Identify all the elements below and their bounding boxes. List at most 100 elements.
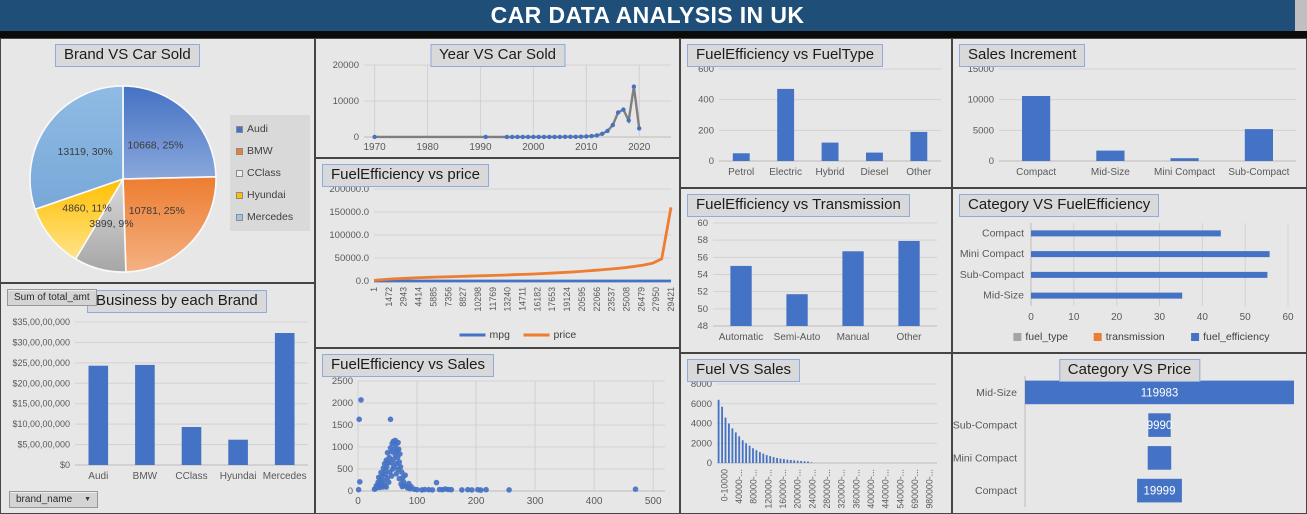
- svg-text:23537: 23537: [607, 287, 617, 312]
- svg-text:2010: 2010: [575, 142, 598, 153]
- svg-text:Petrol: Petrol: [728, 167, 754, 178]
- svg-text:3899, 9%: 3899, 9%: [89, 218, 133, 230]
- category-fe-hbar-chart: 0 10 20 30 40 50 60 Compact Mini Compact Sub-Comp…: [953, 215, 1307, 352]
- svg-text:6000: 6000: [691, 399, 712, 410]
- svg-text:price: price: [554, 329, 577, 341]
- chart-title-business-by-brand: Business by each Brand: [87, 290, 267, 313]
- svg-text:19999: 19999: [1144, 486, 1176, 498]
- svg-text:1990: 1990: [469, 142, 492, 153]
- svg-text:Mercedes: Mercedes: [263, 471, 307, 482]
- year-line-chart: 0 10000 20000 1970 1980 1990 2000 2010 2020: [316, 57, 681, 157]
- svg-text:119983: 119983: [1141, 387, 1179, 399]
- brand-pie-chart: 10668, 25% 10781, 25% 3899, 9% 4860, 11% 131…: [1, 39, 316, 284]
- panel-sales-increment: Sales Increment 0 5000 10000 15000 Compact Mi…: [952, 38, 1307, 188]
- svg-text:Compact: Compact: [975, 485, 1017, 497]
- svg-text:2020: 2020: [628, 142, 651, 153]
- svg-text:0-10000: 0-10000: [719, 469, 729, 501]
- svg-text:2500: 2500: [332, 376, 353, 387]
- transmission-bar-chart: 48 50 52 54 56 58 60 Automatic Semi-Auto Manual Ot…: [681, 217, 953, 352]
- svg-text:1970: 1970: [363, 142, 386, 153]
- legend-swatch-icon: [236, 213, 243, 221]
- svg-text:1000: 1000: [332, 442, 353, 453]
- svg-text:8000: 8000: [691, 379, 712, 390]
- svg-text:Mini Compact: Mini Compact: [960, 248, 1024, 260]
- increment-bar-chart: 0 5000 10000 15000 Compact Mid-Size Mini Compa…: [953, 63, 1307, 187]
- svg-text:13119, 30%: 13119, 30%: [58, 146, 113, 158]
- chart-title-category-vs-price: Category VS Price: [1058, 359, 1201, 382]
- svg-text:27950: 27950: [651, 287, 661, 312]
- chart-title-fuelefficiency-vs-sales: FuelEfficiency vs Sales: [322, 354, 494, 377]
- business-bar-chart: $0 $5,00,00,000 $10,00,00,000 $15,00,00,000…: [1, 308, 316, 493]
- svg-text:15000: 15000: [968, 64, 994, 75]
- svg-text:Other: Other: [906, 167, 932, 178]
- chart-title-fuelefficiency-vs-fueltype: FuelEfficiency vs FuelType: [687, 44, 884, 67]
- svg-text:14711: 14711: [518, 287, 528, 311]
- legend-swatch-icon: [236, 191, 243, 199]
- chart-title-brand-vs-car-sold: Brand VS Car Sold: [55, 44, 200, 67]
- chart-title-fuelefficiency-vs-transmission: FuelEfficiency vs Transmission: [687, 194, 910, 217]
- category-price-funnel-chart: Mid-Size 119983 Sub-Compact 9990 Mini Compac…: [953, 374, 1307, 513]
- legend-label: CClass: [247, 167, 281, 179]
- svg-text:540000-...: 540000-...: [895, 469, 905, 509]
- svg-text:200000.0: 200000.0: [329, 184, 369, 195]
- svg-text:1500: 1500: [332, 420, 353, 431]
- svg-text:7356: 7356: [443, 287, 453, 307]
- svg-text:10: 10: [1068, 312, 1080, 323]
- svg-text:50: 50: [697, 304, 708, 315]
- panel-category-vs-price: Category VS Price Mid-Size 119983 Sub-Comp…: [952, 353, 1307, 514]
- svg-text:Mid-Size: Mid-Size: [1091, 167, 1130, 178]
- svg-text:$25,00,00,000: $25,00,00,000: [12, 358, 70, 368]
- svg-text:600: 600: [698, 64, 714, 75]
- svg-text:40000-...: 40000-...: [734, 469, 744, 504]
- panel-business-by-brand: Sum of total_amt Business by each Brand …: [0, 283, 315, 514]
- svg-text:2000: 2000: [691, 438, 712, 449]
- svg-text:26479: 26479: [636, 287, 646, 312]
- svg-text:200000-...: 200000-...: [793, 469, 803, 509]
- svg-text:400: 400: [698, 95, 714, 106]
- svg-text:13240: 13240: [503, 287, 513, 312]
- svg-text:280000-...: 280000-...: [822, 469, 832, 509]
- pivot-axis-field-button[interactable]: brand_name ▼: [9, 491, 99, 508]
- svg-text:980000-...: 980000-...: [925, 469, 935, 509]
- svg-text:Sub-Compact: Sub-Compact: [960, 269, 1024, 281]
- svg-text:40: 40: [1197, 312, 1209, 323]
- dashboard-title: CAR DATA ANALYSIS IN UK: [490, 2, 805, 28]
- svg-text:mpg: mpg: [490, 329, 511, 341]
- svg-text:Compact: Compact: [1016, 167, 1056, 178]
- legend-label: BMW: [247, 145, 273, 157]
- svg-text:$35,00,00,000: $35,00,00,000: [12, 317, 70, 327]
- legend-item: BMW: [236, 145, 304, 157]
- legend-swatch-icon: [236, 169, 243, 177]
- svg-text:$10,00,00,000: $10,00,00,000: [12, 419, 70, 429]
- svg-text:240000-...: 240000-...: [807, 469, 817, 509]
- svg-text:Mid-Size: Mid-Size: [983, 290, 1024, 302]
- svg-text:400: 400: [586, 496, 603, 507]
- chart-title-category-vs-fuelefficiency: Category VS FuelEfficiency: [959, 194, 1160, 217]
- svg-text:48: 48: [697, 321, 708, 332]
- svg-text:0: 0: [348, 486, 353, 497]
- svg-text:320000-...: 320000-...: [837, 469, 847, 509]
- dropdown-arrow-icon: ▼: [84, 496, 92, 503]
- pivot-field-button[interactable]: Sum of total_amt: [7, 289, 97, 306]
- svg-text:200: 200: [698, 125, 714, 136]
- svg-text:8827: 8827: [458, 287, 468, 307]
- svg-text:0.0: 0.0: [356, 276, 369, 287]
- svg-text:58: 58: [697, 235, 708, 246]
- fuel-sales-histogram-chart: 0 2000 4000 6000 8000 0-10000 40000-... 80000-.…: [681, 378, 953, 513]
- svg-text:1980: 1980: [416, 142, 439, 153]
- svg-text:60: 60: [697, 218, 708, 229]
- svg-text:5885: 5885: [428, 287, 438, 307]
- svg-text:19124: 19124: [562, 287, 572, 312]
- svg-text:2943: 2943: [399, 287, 409, 307]
- svg-text:10000: 10000: [968, 95, 994, 106]
- svg-text:120000-...: 120000-...: [763, 469, 773, 509]
- svg-text:Other: Other: [896, 332, 922, 343]
- svg-text:1: 1: [369, 287, 379, 292]
- legend-item: Mercedes: [236, 211, 304, 223]
- price-line-chart: 0.0 50000.0 100000.0 150000.0 200000.0 1 1472 2…: [316, 183, 681, 347]
- panel-year-vs-car-sold: Year VS Car Sold 0 10000 20000 1970 1980 1990…: [315, 38, 680, 158]
- panel-fuelefficiency-vs-price: FuelEfficiency vs price 0.0 50000.0 100000…: [315, 158, 680, 348]
- svg-text:10668, 25%: 10668, 25%: [127, 140, 183, 152]
- svg-text:400000-...: 400000-...: [866, 469, 876, 509]
- svg-text:Semi-Auto: Semi-Auto: [774, 332, 821, 343]
